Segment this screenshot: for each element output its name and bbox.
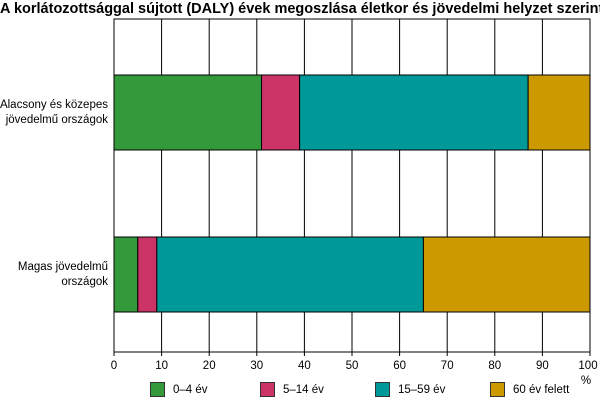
legend-item: 0–4 év [150,382,208,397]
legend-swatch [375,382,390,397]
x-tick-label: 100 [578,360,597,372]
legend-label: 0–4 év [173,383,208,396]
legend-swatch [150,382,165,397]
legend-label: 60 év felett [513,383,570,396]
bar-segment [156,236,424,313]
category-label: Magas jövedelmű országok [17,260,108,288]
x-tick-label: 50 [346,360,359,372]
legend-item: 5–14 év [260,382,324,397]
category-label: Alacsony és közepes jövedelmű országok [0,98,108,126]
x-tick-label: 40 [298,360,311,372]
x-tick-label: 90 [536,360,549,372]
bar-segment [261,74,301,151]
x-tick-label: 0 [111,360,117,372]
plot-frame [113,18,591,353]
legend-swatch [490,382,505,397]
chart-title: A korlátozottsággal sújtott (DALY) évek … [0,1,600,17]
bar-segment [422,236,591,313]
bar-segment [113,236,139,313]
legend-label: 5–14 év [283,383,324,396]
x-tick-label: 80 [488,360,501,372]
legend-item: 60 év felett [490,382,569,397]
x-tick-label: 10 [155,360,168,372]
bar-segment [113,74,263,151]
bar-segment [137,236,158,313]
legend-label: 15–59 év [398,383,446,396]
x-tick-label: 30 [250,360,263,372]
bar-segment [527,74,591,151]
legend-swatch [260,382,275,397]
bar-segment [299,74,529,151]
x-tick-label: 20 [203,360,216,372]
x-unit-label: % [581,375,591,387]
x-tick-label: 60 [393,360,406,372]
x-tick-label: 70 [441,360,454,372]
legend-item: 15–59 év [375,382,445,397]
